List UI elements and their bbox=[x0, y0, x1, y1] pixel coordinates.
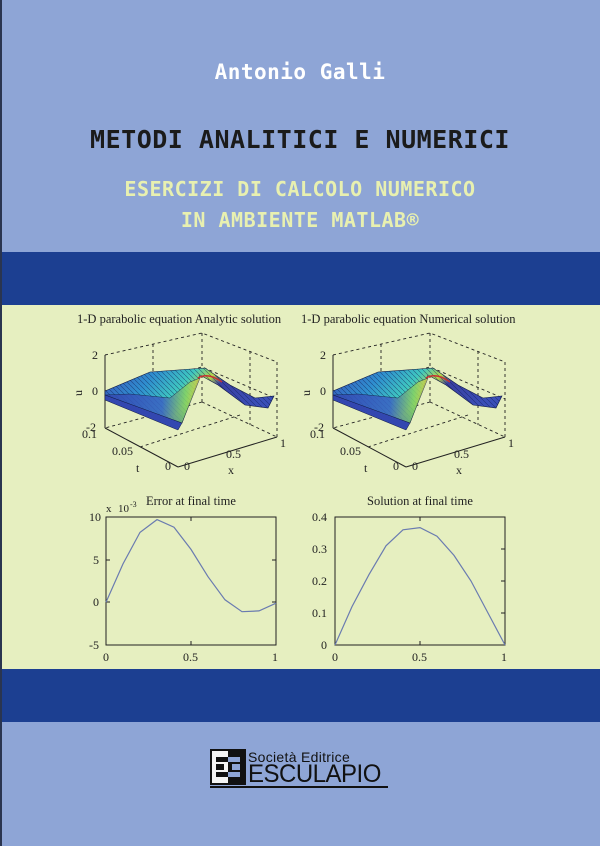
surface-plot-numerical-title: 1-D parabolic equation Numerical solutio… bbox=[301, 312, 516, 326]
svg-text:0: 0 bbox=[93, 595, 99, 609]
surface-plot-numerical: 2 0 -2 u 0.1 0.05 t 0 0 0.5 1 x bbox=[299, 332, 514, 477]
svg-text:u: u bbox=[71, 390, 85, 396]
publisher-logo: Società Editrice ESCULAPIO bbox=[210, 749, 400, 789]
top-band bbox=[0, 0, 600, 252]
svg-text:x: x bbox=[106, 503, 112, 515]
svg-text:0: 0 bbox=[321, 638, 327, 652]
svg-text:5: 5 bbox=[93, 553, 99, 567]
svg-text:1: 1 bbox=[508, 436, 514, 450]
publisher-name-line-2: ESCULAPIO bbox=[248, 760, 381, 789]
upper-dark-band bbox=[0, 252, 600, 305]
lower-dark-band bbox=[0, 669, 600, 722]
solution-line-plot: 0.4 0.3 0.2 0.1 0 0 0.5 1 bbox=[312, 510, 507, 664]
svg-text:0.3: 0.3 bbox=[312, 542, 327, 556]
svg-text:0: 0 bbox=[103, 650, 109, 664]
bottom-band bbox=[0, 722, 600, 846]
svg-text:0: 0 bbox=[412, 459, 418, 473]
svg-text:0: 0 bbox=[184, 459, 190, 473]
surface-plot-analytic-title: 1-D parabolic equation Analytic solution bbox=[77, 312, 282, 326]
logo-underline bbox=[210, 786, 388, 788]
svg-text:x: x bbox=[456, 463, 462, 477]
spine-edge bbox=[0, 0, 2, 846]
svg-text:u: u bbox=[299, 390, 313, 396]
svg-text:0: 0 bbox=[165, 459, 171, 473]
svg-text:0: 0 bbox=[393, 459, 399, 473]
svg-text:-5: -5 bbox=[89, 638, 99, 652]
solution-plot-title: Solution at final time bbox=[367, 494, 473, 508]
surface-plot-analytic: 2 0 -2 u 0.1 0.05 t 0 0 0.5 1 x bbox=[71, 332, 286, 477]
subtitle-line-2: IN AMBIENTE MATLAB® bbox=[180, 208, 420, 232]
subtitle-line-1: ESERCIZI DI CALCOLO NUMERICO bbox=[124, 177, 476, 201]
svg-text:0: 0 bbox=[320, 384, 326, 398]
svg-text:0.1: 0.1 bbox=[82, 427, 97, 441]
svg-text:0.1: 0.1 bbox=[312, 606, 327, 620]
svg-text:1: 1 bbox=[280, 436, 286, 450]
publisher-name-line-1: Società Editrice bbox=[248, 749, 351, 765]
svg-text:0.5: 0.5 bbox=[226, 447, 241, 461]
svg-text:t: t bbox=[136, 461, 140, 475]
svg-text:-2: -2 bbox=[314, 420, 324, 434]
svg-text:0.5: 0.5 bbox=[454, 447, 469, 461]
error-line-plot: 10 5 0 -5 0 0.5 1 x 10 -3 bbox=[89, 500, 278, 664]
svg-text:2: 2 bbox=[92, 348, 98, 362]
book-title: METODI ANALITICI E NUMERICI bbox=[90, 125, 510, 154]
svg-text:1: 1 bbox=[272, 650, 278, 664]
svg-text:0: 0 bbox=[332, 650, 338, 664]
svg-text:0.05: 0.05 bbox=[340, 444, 361, 458]
svg-text:-2: -2 bbox=[86, 420, 96, 434]
author-name: Antonio Galli bbox=[214, 60, 386, 84]
error-plot-title: Error at final time bbox=[146, 494, 236, 508]
esculapio-ee-icon bbox=[210, 749, 246, 785]
svg-text:10: 10 bbox=[118, 503, 130, 515]
figure-panel bbox=[0, 305, 600, 669]
svg-text:1: 1 bbox=[501, 650, 507, 664]
svg-text:0: 0 bbox=[92, 384, 98, 398]
svg-text:x: x bbox=[228, 463, 234, 477]
svg-text:0.4: 0.4 bbox=[312, 510, 327, 524]
svg-text:0.2: 0.2 bbox=[312, 574, 327, 588]
svg-text:0.5: 0.5 bbox=[412, 650, 427, 664]
svg-text:0.1: 0.1 bbox=[310, 427, 325, 441]
svg-text:0.05: 0.05 bbox=[112, 444, 133, 458]
svg-text:2: 2 bbox=[320, 348, 326, 362]
svg-text:10: 10 bbox=[89, 510, 101, 524]
svg-text:t: t bbox=[364, 461, 368, 475]
svg-text:0.5: 0.5 bbox=[183, 650, 198, 664]
svg-text:-3: -3 bbox=[130, 500, 137, 509]
